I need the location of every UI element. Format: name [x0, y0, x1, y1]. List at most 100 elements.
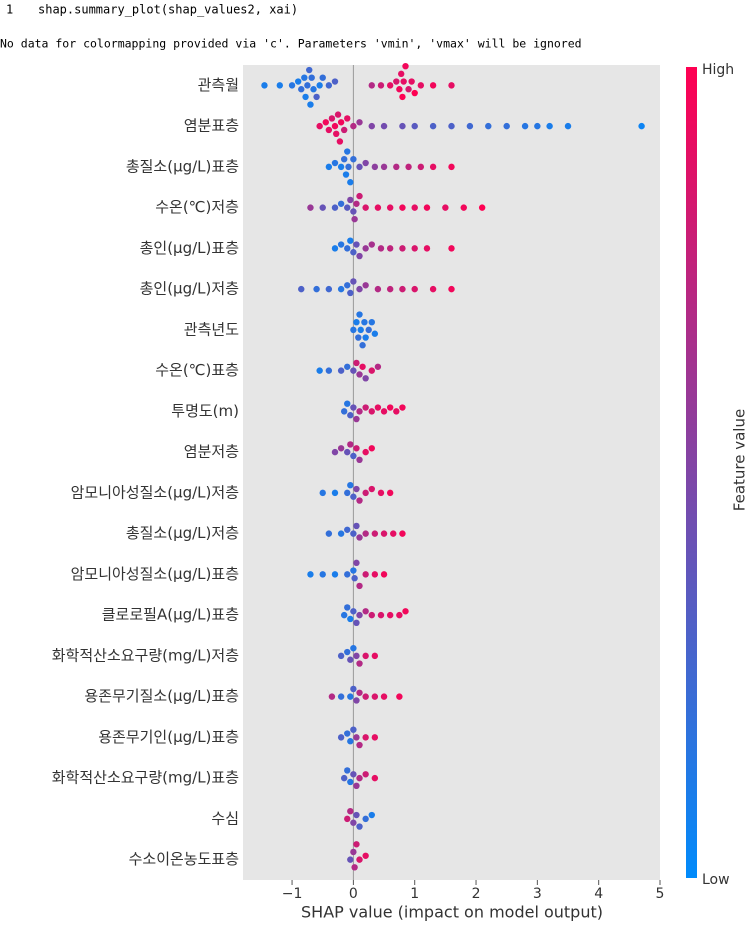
shap-point — [277, 82, 283, 88]
shap-point — [326, 164, 332, 170]
shap-point — [332, 490, 338, 496]
shap-point — [350, 278, 356, 284]
shap-point — [323, 119, 329, 125]
feature-label: 총인(μg/L)저층 — [140, 280, 239, 298]
shap-point — [362, 282, 368, 288]
shap-point — [448, 245, 454, 251]
shap-point — [350, 494, 356, 500]
feature-label: 클로로필A(μg/L)표층 — [102, 606, 239, 624]
shap-point — [375, 404, 381, 410]
shap-point — [326, 82, 332, 88]
code-line[interactable]: shap.summary_plot(shap_values2, xai) — [38, 3, 298, 17]
shap-point — [369, 812, 375, 818]
shap-point — [344, 527, 350, 533]
shap-point — [353, 445, 359, 451]
shap-point — [387, 612, 393, 618]
shap-point — [362, 571, 368, 577]
shap-point — [369, 123, 375, 129]
shap-point — [372, 164, 378, 170]
feature-label: 관측년도 — [184, 320, 239, 338]
shap-point — [358, 327, 364, 333]
shap-point — [306, 67, 312, 73]
x-tick-label: 1 — [410, 886, 419, 902]
shap-point — [356, 856, 362, 862]
shap-point — [372, 571, 378, 577]
shap-point — [338, 164, 344, 170]
shap-point — [313, 286, 319, 292]
shap-point — [353, 653, 359, 659]
shap-point — [369, 612, 375, 618]
shap-point — [307, 204, 313, 210]
shap-point — [347, 693, 353, 699]
shap-point — [326, 530, 332, 536]
shap-point — [298, 286, 304, 292]
shap-point — [387, 245, 393, 251]
shap-point — [356, 193, 362, 199]
shap-point — [351, 216, 357, 222]
shap-point — [393, 164, 399, 170]
shap-point — [320, 74, 326, 80]
shap-point — [534, 123, 540, 129]
shap-point — [332, 204, 338, 210]
shap-point — [261, 82, 267, 88]
shap-point — [344, 204, 350, 210]
shap-point — [350, 249, 356, 255]
feature-label: 수온(℃)저층 — [155, 198, 239, 216]
shap-point — [344, 400, 350, 406]
shap-point — [347, 808, 353, 814]
shap-point — [341, 156, 347, 162]
shap-point — [333, 131, 339, 137]
shap-point — [372, 530, 378, 536]
shap-point — [338, 445, 344, 451]
shap-point — [347, 657, 353, 663]
shap-point — [448, 286, 454, 292]
shap-point — [344, 730, 350, 736]
shap-point — [344, 245, 350, 251]
x-tick-label: 0 — [349, 886, 358, 902]
feature-label: 관측월 — [198, 76, 239, 94]
shap-point — [402, 608, 408, 614]
shap-point — [408, 78, 414, 84]
shap-point — [356, 253, 362, 259]
shap-point — [378, 612, 384, 618]
shap-point — [424, 245, 430, 251]
feature-label: 염분저층 — [184, 443, 239, 461]
shap-point — [353, 697, 359, 703]
x-tick-label: 4 — [594, 886, 603, 902]
shap-point — [412, 123, 418, 129]
shap-point — [316, 82, 322, 88]
feature-label: 총인(μg/L)표층 — [140, 239, 239, 257]
shap-point — [362, 653, 368, 659]
shap-point — [326, 286, 332, 292]
shap-point — [350, 208, 356, 214]
shap-point — [393, 78, 399, 84]
line-number: 1 — [6, 3, 13, 17]
shap-point — [398, 71, 404, 77]
shap-point — [418, 164, 424, 170]
shap-point — [316, 123, 322, 129]
shap-point — [356, 457, 362, 463]
shap-point — [344, 571, 350, 577]
shap-point — [381, 693, 387, 699]
shap-point — [347, 179, 353, 185]
shap-point — [353, 360, 359, 366]
shap-point — [332, 245, 338, 251]
shap-point — [372, 693, 378, 699]
shap-point — [353, 241, 359, 247]
shap-point — [320, 571, 326, 577]
colorbar-label: Feature value — [731, 409, 747, 511]
shap-point — [351, 575, 357, 581]
shap-point — [301, 74, 307, 80]
shap-point — [485, 123, 491, 129]
shap-point — [347, 616, 353, 622]
shap-point — [343, 171, 349, 177]
shap-point — [638, 123, 644, 129]
shap-point — [347, 738, 353, 744]
shap-point — [338, 693, 344, 699]
shap-point — [448, 164, 454, 170]
shap-point — [320, 490, 326, 496]
shap-point — [448, 82, 454, 88]
shap-point — [307, 101, 313, 107]
shap-point — [387, 82, 393, 88]
